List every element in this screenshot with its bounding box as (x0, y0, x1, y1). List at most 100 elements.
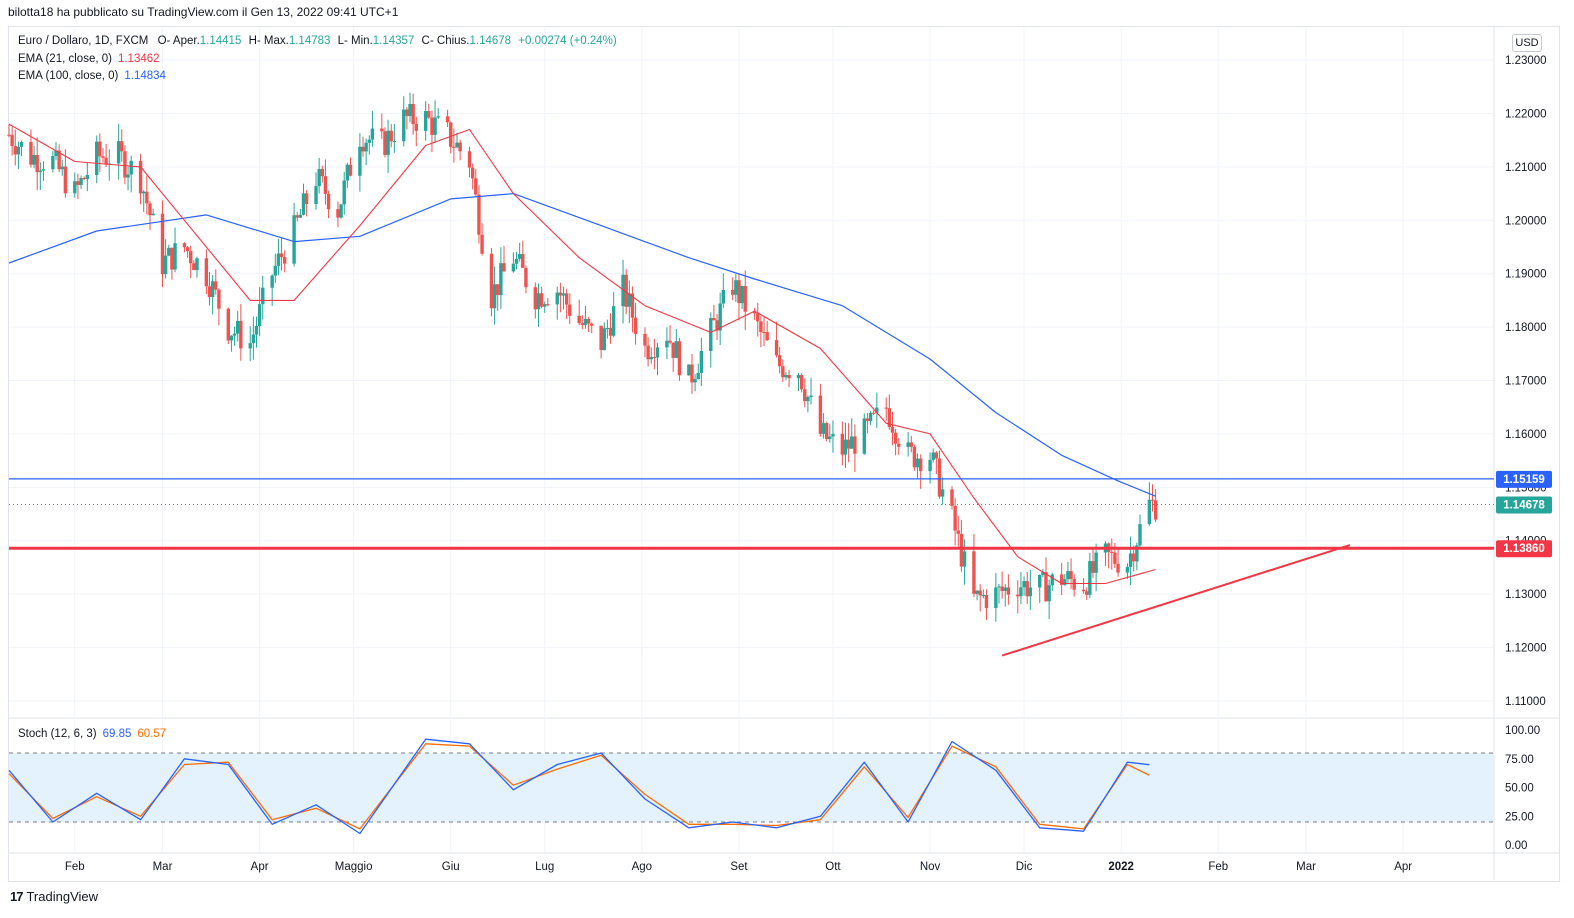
ema100-line (8, 193, 1156, 497)
high-text: - Max. (256, 35, 289, 47)
price-tick-label: 1.16000 (1505, 429, 1547, 441)
candle-body (586, 318, 591, 324)
stoch-legend[interactable]: Stoch (12, 6, 3) 69.85 60.57 (18, 728, 166, 740)
price-tick-label: 1.23000 (1505, 55, 1547, 67)
candle-body (740, 285, 744, 304)
candle-body (984, 594, 989, 608)
low-value: 1.14357 (372, 35, 415, 47)
candle-body (893, 432, 898, 444)
candle-body (850, 436, 854, 449)
candle-body (326, 193, 331, 210)
candle-body (737, 280, 741, 304)
candle-body (1025, 581, 1029, 597)
candle-body (605, 327, 610, 329)
candle-body (138, 160, 143, 194)
candle-body (170, 247, 174, 270)
candle-body (13, 146, 17, 155)
candle-body (762, 331, 766, 333)
candle-body (828, 436, 832, 440)
candle-body (151, 213, 155, 216)
candle-body (98, 141, 102, 157)
candle-body (217, 289, 221, 309)
candle-body (756, 313, 760, 322)
candle-body (796, 374, 801, 379)
ema100-legend[interactable]: EMA (100, close, 0) 1.14834 (18, 70, 166, 82)
tradingview-brand[interactable]: 17 TradingView (10, 889, 98, 904)
candle-body (621, 274, 625, 307)
candle-body (389, 130, 393, 142)
candle-body (336, 209, 340, 218)
candle-body (558, 292, 563, 296)
candle-body (19, 141, 24, 147)
candle-body (1125, 566, 1130, 573)
candle-body (853, 436, 857, 454)
high-value: 1.14783 (288, 35, 331, 47)
candle-body (774, 340, 779, 356)
candle-body (1066, 571, 1070, 580)
candle-body (937, 458, 942, 497)
candle-body (734, 280, 738, 295)
candle-body (962, 551, 967, 567)
candle-body (317, 169, 321, 187)
candle-body (304, 193, 309, 204)
candle-body (29, 141, 33, 165)
candle-body (950, 489, 954, 506)
ema21-legend[interactable]: EMA (21, close, 0) 1.13462 (18, 53, 160, 65)
candle-body (1022, 581, 1026, 588)
candle-body (480, 234, 484, 254)
time-tick-label: Set (730, 861, 748, 873)
candle-body (63, 166, 68, 194)
candle-body (408, 104, 412, 117)
candle-body (502, 263, 506, 272)
candle-body (759, 321, 763, 332)
candle-body (1153, 500, 1158, 520)
stoch-tick-label: 0.00 (1505, 840, 1527, 852)
candle-body (189, 251, 193, 264)
open-text: - Aper. (166, 35, 200, 47)
candle-body (499, 263, 503, 296)
candle-body (1003, 587, 1007, 591)
candle-body (517, 253, 522, 259)
symbol-name[interactable]: Euro / Dollaro, 1D, FXCM (18, 35, 149, 47)
candle-body (1019, 587, 1023, 597)
candle-body (320, 169, 324, 177)
price-labels: 1.15159 1.14678 1.13860 (1496, 470, 1552, 558)
candle-body (160, 213, 165, 275)
candle-body (718, 303, 722, 331)
candle-body (477, 194, 481, 235)
candle-body (167, 247, 171, 256)
ema100-label: EMA (100, close, 0) (18, 70, 119, 82)
ema21-line (8, 123, 1156, 585)
time-tick-label: Dic (1016, 861, 1033, 873)
price-tick-label: 1.18000 (1505, 322, 1547, 334)
time-tick-label: Maggio (335, 861, 373, 873)
candle-body (173, 243, 177, 270)
time-tick-label: Lug (535, 861, 554, 873)
price-label-text: 1.14678 (1503, 500, 1545, 512)
candle-body (1138, 524, 1142, 546)
candle-body (956, 530, 960, 534)
candle-body (777, 355, 782, 367)
candle-body (282, 257, 287, 264)
candle-body (627, 293, 632, 307)
candle-body (1116, 563, 1120, 573)
candle-body (192, 263, 196, 271)
candle-body (210, 281, 215, 298)
candle-body (95, 141, 99, 176)
candle-body (521, 253, 525, 268)
candle-body (781, 366, 785, 378)
candle-body (1028, 587, 1033, 597)
currency-button[interactable]: USD (1512, 34, 1542, 52)
candle-body (57, 150, 61, 170)
stoch-k-value: 69.85 (102, 728, 132, 740)
candle-body (345, 164, 350, 181)
candle-body (865, 418, 870, 421)
candle-body (731, 289, 735, 295)
candle-body (846, 439, 851, 449)
candle-body (602, 328, 606, 351)
candle-body (555, 292, 559, 305)
price-axis: 1.23000 1.22000 1.21000 1.20000 1.19000 1.180… (1505, 55, 1547, 852)
candle-body (928, 459, 932, 472)
candle-body (248, 343, 252, 349)
